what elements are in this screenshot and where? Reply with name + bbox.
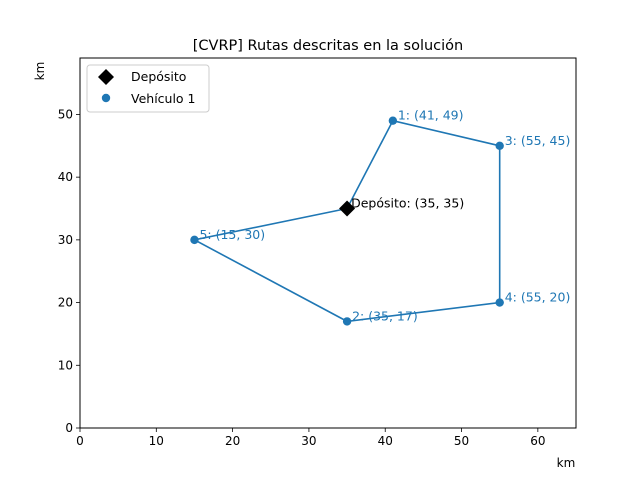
x-tick-label: 40 (378, 434, 393, 448)
y-tick-label: 40 (58, 170, 73, 184)
y-tick-label: 20 (58, 296, 73, 310)
legend-entry-vehicle: Vehículo 1 (131, 91, 196, 106)
y-tick-label: 50 (58, 107, 73, 121)
x-tick-label: 20 (225, 434, 240, 448)
x-tick-label: 0 (76, 434, 84, 448)
y-tick-label: 0 (65, 421, 73, 435)
y-tick-label: 10 (58, 358, 73, 372)
depot-marker (339, 200, 356, 217)
y-axis-label: km (33, 62, 47, 81)
customer-label: 1: (41, 49) (398, 108, 464, 123)
legend-depot-marker (98, 69, 114, 85)
chart-title: [CVRP] Rutas descritas en la solución (193, 38, 463, 54)
x-tick-label: 50 (454, 434, 469, 448)
legend-vehicle-marker (101, 93, 111, 103)
legend: Depósito Vehículo 1 (86, 64, 210, 113)
customer-label: 4: (55, 20) (505, 290, 571, 305)
customer-label: 3: (55, 45) (505, 133, 571, 148)
x-tick-label: 60 (530, 434, 545, 448)
customer-point (495, 141, 504, 150)
customer-point (495, 298, 504, 307)
customer-label: 2: (35, 17) (352, 308, 418, 323)
x-tick-label: 10 (149, 434, 164, 448)
x-axis-label: km (557, 456, 576, 470)
customer-point (190, 235, 199, 245)
customer-point (342, 317, 352, 326)
plot-area: 0 10 20 30 40 50 60 0 10 20 30 40 50 Depósito: (35, 3… (58, 57, 577, 448)
axes-frame (79, 57, 577, 429)
customer-point (388, 116, 398, 125)
customer-label: 5: (15, 30) (199, 227, 265, 242)
depot-label: Depósito: (35, 35) (351, 196, 464, 211)
legend-entry-depot: Depósito (131, 69, 186, 84)
y-tick-label: 30 (58, 233, 73, 247)
legend-box (86, 64, 210, 113)
x-tick-label: 30 (301, 434, 316, 448)
